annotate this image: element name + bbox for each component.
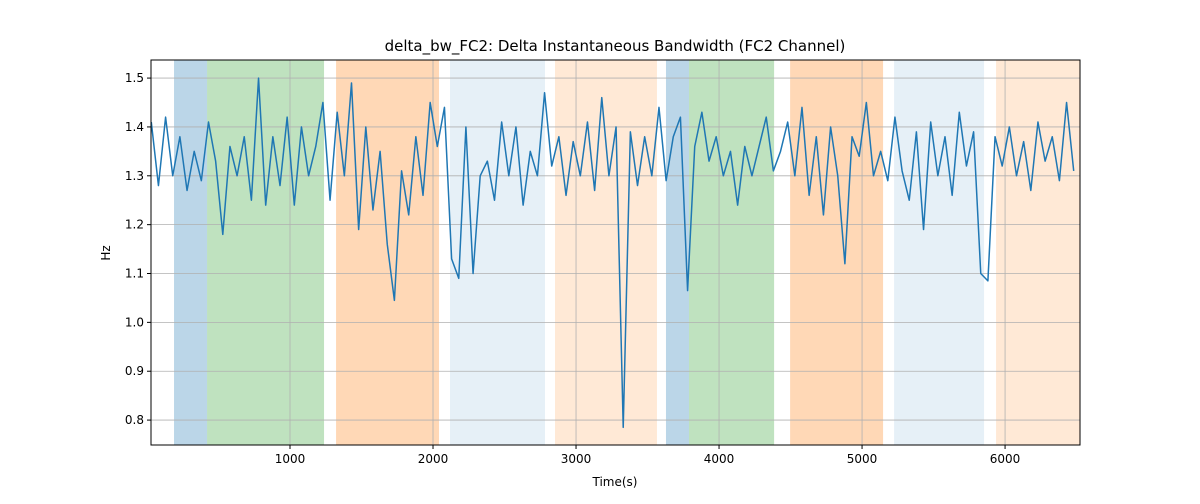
- plot-frame: [150, 59, 1081, 446]
- y-axis-label: Hz: [99, 245, 113, 260]
- x-tick-label: 1000: [275, 452, 306, 466]
- shaded-span: [450, 60, 545, 445]
- x-tick-label: 5000: [847, 452, 878, 466]
- y-tick-label: 1.1: [125, 267, 144, 281]
- shaded-span: [665, 60, 690, 445]
- data-line: [151, 77, 1075, 429]
- y-tick-label: 1.5: [125, 71, 144, 85]
- shaded-span: [174, 60, 208, 445]
- shaded-span: [689, 60, 775, 445]
- shaded-span: [894, 60, 985, 445]
- chart-title: delta_bw_FC2: Delta Instantaneous Bandwi…: [385, 37, 846, 56]
- x-axis-label: Time(s): [592, 475, 638, 489]
- x-tick-label: 2000: [418, 452, 449, 466]
- shaded-span: [207, 60, 325, 445]
- x-tick-label: 4000: [704, 452, 735, 466]
- shaded-span: [555, 60, 657, 445]
- shaded-span: [336, 60, 440, 445]
- y-tick-label: 0.8: [125, 413, 144, 427]
- y-tick-label: 1.0: [125, 315, 144, 329]
- x-tick-label: 6000: [990, 452, 1021, 466]
- x-tick-label: 3000: [561, 452, 592, 466]
- y-tick-label: 1.3: [125, 169, 144, 183]
- y-tick-label: 1.4: [125, 120, 144, 134]
- shaded-span: [790, 60, 884, 445]
- y-tick-label: 1.2: [125, 218, 144, 232]
- y-tick-label: 0.9: [125, 364, 144, 378]
